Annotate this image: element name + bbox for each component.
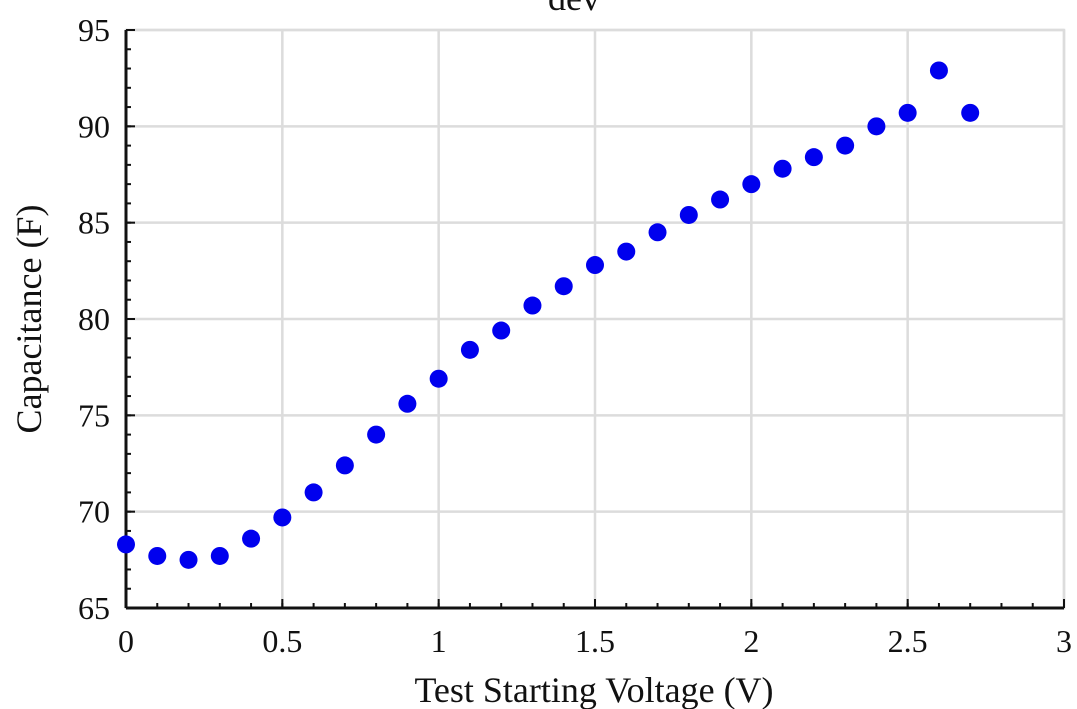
- y-tick-label: 90: [78, 108, 110, 144]
- data-point: [148, 546, 167, 565]
- x-tick-label: 1: [431, 623, 447, 659]
- chart-title: dev: [548, 0, 600, 18]
- data-point: [898, 103, 917, 122]
- data-point: [273, 508, 292, 527]
- data-point: [242, 529, 261, 548]
- data-point: [961, 103, 980, 122]
- x-tick-label: 2: [743, 623, 759, 659]
- grid: [124, 28, 1066, 610]
- data-point: [648, 223, 667, 242]
- data-point: [117, 535, 135, 554]
- data-point: [398, 394, 417, 413]
- data-point: [492, 321, 511, 340]
- x-tick-label: 1.5: [575, 623, 615, 659]
- data-point: [460, 340, 479, 359]
- data-point: [554, 277, 573, 296]
- x-axis-title: Test Starting Voltage (V): [414, 670, 773, 709]
- data-points: [117, 61, 980, 569]
- data-point: [429, 369, 448, 388]
- data-point: [335, 456, 354, 475]
- y-tick-label: 80: [78, 301, 110, 337]
- data-point: [711, 190, 730, 209]
- data-point: [773, 159, 792, 178]
- data-point: [367, 425, 386, 444]
- x-tick-labels: 0 0.5 1 1.5 2 2.5 3: [118, 623, 1072, 659]
- data-point: [617, 242, 636, 261]
- y-tick-label: 85: [78, 205, 110, 241]
- data-point: [210, 546, 229, 565]
- data-point: [804, 148, 823, 167]
- data-point: [742, 175, 761, 194]
- data-point: [523, 296, 542, 315]
- x-tick-label: 0.5: [262, 623, 302, 659]
- y-tick-label: 95: [78, 12, 110, 48]
- data-point: [836, 136, 855, 155]
- data-point: [867, 117, 886, 136]
- y-tick-label: 65: [78, 590, 110, 626]
- y-tick-label: 70: [78, 494, 110, 530]
- x-tick-label: 0: [118, 623, 134, 659]
- x-tick-label: 3: [1056, 623, 1072, 659]
- y-axis-title: Capacitance (F): [9, 205, 49, 434]
- data-point: [304, 483, 323, 502]
- x-tick-label: 2.5: [888, 623, 928, 659]
- y-tick-labels: 65 70 75 80 85 90 95: [78, 12, 110, 626]
- data-point: [929, 61, 948, 80]
- data-point: [179, 550, 198, 569]
- data-point: [586, 256, 604, 275]
- data-point: [679, 205, 698, 224]
- y-tick-label: 75: [78, 397, 110, 433]
